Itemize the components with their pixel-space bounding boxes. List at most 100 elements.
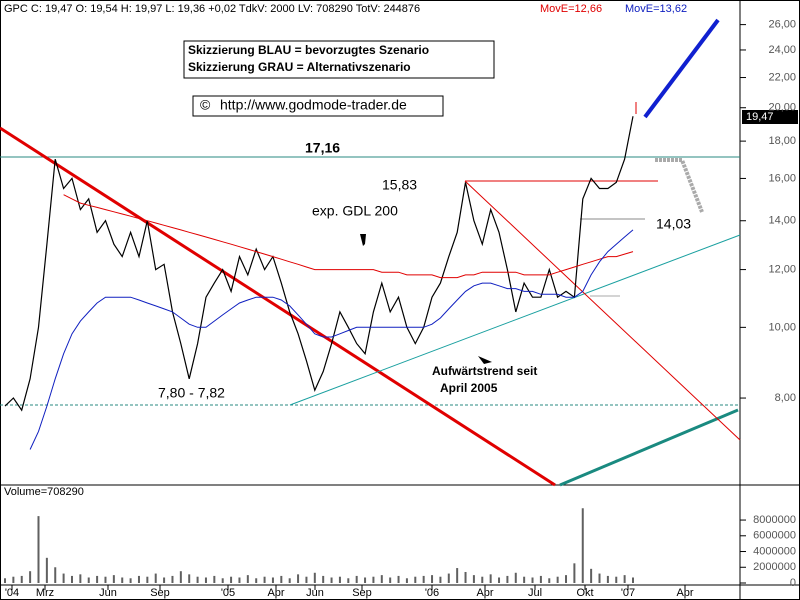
x-tick-label: Jun [306,587,324,599]
volume-bar [615,576,618,583]
downtrend-line [0,126,556,487]
volume-bar [112,575,115,583]
volume-bar [213,575,216,583]
volume-bar [221,578,224,583]
volume-bar [606,575,609,583]
volume-bar [380,575,383,583]
volume-bar [489,574,492,583]
moving-average [29,229,634,450]
x-tick-label: Apr [267,587,284,599]
volume-bar [347,578,350,583]
volume-bar [623,575,626,583]
price-box [742,110,798,124]
volume-bar [104,576,107,583]
annotation: Skizzierung GRAU = Alternativszenario [188,60,411,74]
y-tick-label: 2000000 [753,561,796,573]
volume-bar [472,575,475,583]
volume-bar [523,576,526,583]
annotation: 7,80 - 7,82 [158,385,225,401]
volume-bar [355,575,358,583]
annotation: April 2005 [440,381,498,395]
volume-bar [372,576,375,583]
volume-bar [422,575,425,583]
volume-bar [171,575,174,583]
annotation: 14,03 [656,216,691,232]
arrow [478,356,492,364]
y-tick-label: 10,00 [768,321,796,333]
volume-bar [137,575,140,583]
volume-bar [288,578,291,583]
volume-bar [179,571,182,583]
volume-bar [548,578,551,583]
uptrend-parallel [559,408,739,487]
annotation: 17,16 [305,140,340,156]
volume-bar [506,575,509,583]
x-tick-label: '06 [425,587,439,599]
x-tick-label: '05 [221,587,235,599]
volume-bar [204,577,207,583]
volume-bar [539,575,542,583]
volume-bar [163,577,166,583]
scenario-blue [643,18,720,119]
y-tick-label: 4000000 [753,545,796,557]
scenario-gray [655,158,704,213]
x-tick-label: Apr [676,587,693,599]
volume-bar [230,576,233,583]
volume-bar [305,576,308,583]
x-tick-label: '04 [5,587,19,599]
annotation: http://www.godmode-trader.de [220,97,407,113]
annotation: 15,83 [382,177,417,193]
y-tick-label: 6000000 [753,530,796,542]
volume-bar [590,568,593,583]
trend-line [464,180,741,441]
header: GPC C: 19,47 O: 19,54 H: 19,97 L: 19,36 … [4,3,420,15]
volume-bar [246,575,249,583]
x-tick-label: Mrz [36,587,54,599]
volume-bar [414,576,417,583]
volume-bar [330,577,333,583]
volume-bar [297,574,300,583]
volume-bar [12,576,15,583]
volume-bar [29,571,32,583]
volume-bar [146,576,149,583]
volume-bar [514,572,517,583]
url-box [192,95,444,117]
volume-bar [188,574,191,583]
legend-entry: MovE=12,66 [540,3,602,15]
x-tick-label: Apr [476,587,493,599]
annotation: © [200,97,211,113]
volume-bar [37,516,40,583]
volume-bar [581,508,584,583]
y-tick-label: 12,00 [768,263,796,275]
arrow [360,234,366,246]
volume-bar [464,571,467,583]
panel-title: Volume=708290 [4,486,84,498]
y-tick-label: 8,00 [775,392,796,404]
annotation: exp. GDL 200 [312,203,398,219]
y-tick-label: 26,00 [768,19,796,31]
y-tick-label: 0 [790,577,796,589]
y-tick-label: 14,00 [768,215,796,227]
volume-bar [45,557,48,583]
volume-bar [96,575,99,583]
volume-bar [54,567,57,583]
volume-bar [121,577,124,583]
volume-bar [573,563,576,583]
volume-bar [338,576,341,583]
price-label: 19,47 [746,111,774,123]
volume-bar [87,577,90,583]
volume-bar [405,578,408,583]
volume-bar [263,576,266,583]
volume-bar [447,573,450,583]
volume-bar [20,575,23,583]
volume-bar [439,576,442,583]
legend-box [183,40,495,79]
volume-bar [531,577,534,583]
y-tick-label: 22,00 [768,71,796,83]
volume-bar [129,578,132,583]
volume-bar [397,575,400,583]
annotation: Aufwärtstrend seit [432,364,537,378]
uptrend-line [289,234,741,406]
